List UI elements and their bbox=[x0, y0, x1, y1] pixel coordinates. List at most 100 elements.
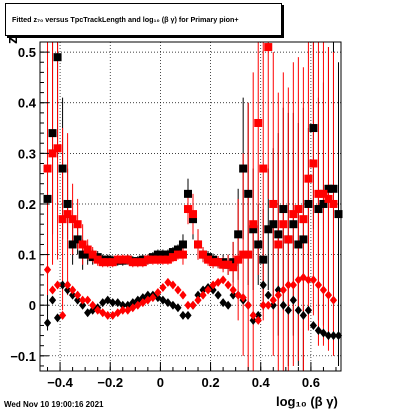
data-point-diamond bbox=[304, 275, 312, 285]
data-point-diamond bbox=[104, 310, 112, 320]
data-point-diamond bbox=[109, 310, 117, 320]
data-point-square bbox=[304, 199, 313, 208]
data-point-square bbox=[138, 258, 147, 267]
data-point-diamond bbox=[179, 310, 187, 320]
data-point-diamond bbox=[309, 275, 318, 285]
data-point-diamond bbox=[214, 290, 222, 300]
data-point-square bbox=[108, 258, 117, 267]
data-point-diamond bbox=[209, 285, 217, 295]
data-point-square bbox=[314, 189, 323, 198]
data-point-diamond bbox=[189, 300, 197, 310]
data-point-diamond bbox=[249, 315, 257, 325]
data-point-diamond bbox=[279, 285, 287, 295]
data-point-diamond bbox=[284, 280, 292, 290]
data-point-diamond bbox=[324, 331, 333, 341]
x-tick-label: 0.4 bbox=[252, 375, 271, 390]
data-point-square bbox=[229, 258, 238, 267]
data-point-square bbox=[239, 164, 248, 173]
data-point-diamond bbox=[58, 280, 67, 290]
data-point-diamond bbox=[329, 295, 338, 305]
data-point-square bbox=[133, 258, 142, 267]
data-point-diamond bbox=[269, 295, 277, 305]
data-point-square bbox=[234, 230, 243, 239]
data-point-square bbox=[163, 250, 172, 259]
data-point-square bbox=[58, 215, 67, 224]
data-point-square bbox=[199, 250, 208, 259]
data-point-square bbox=[264, 225, 273, 234]
data-point-square bbox=[183, 189, 192, 198]
data-point-square bbox=[299, 235, 308, 244]
data-point-diamond bbox=[254, 310, 262, 320]
data-point-diamond bbox=[299, 310, 307, 320]
data-point-diamond bbox=[84, 295, 92, 305]
y-tick-label: 0.5 bbox=[18, 45, 36, 60]
data-point-diamond bbox=[229, 285, 237, 295]
data-point-diamond bbox=[244, 300, 252, 310]
footer-timestamp: Wed Nov 10 19:00:16 2021 bbox=[4, 400, 104, 409]
data-point-square bbox=[158, 255, 167, 264]
data-point-square bbox=[168, 253, 177, 262]
axis-ticks: −0.4 −0.2 0 0.2 0.4 0.6 −0.1 0 0.1 0.2 0.3 0.4 0.5 bbox=[10, 45, 337, 390]
data-point-square bbox=[309, 159, 318, 168]
data-point-square bbox=[224, 260, 233, 269]
data-point-diamond bbox=[194, 290, 202, 300]
data-point-diamond bbox=[63, 280, 72, 290]
data-point-square bbox=[48, 129, 57, 138]
x-tick-label: −0.4 bbox=[47, 375, 73, 390]
data-point-square bbox=[158, 250, 167, 259]
data-point-square bbox=[143, 255, 152, 264]
data-point-diamond bbox=[79, 300, 87, 310]
data-point-square bbox=[259, 255, 268, 264]
data-point-square bbox=[189, 210, 198, 219]
data-point-square bbox=[63, 199, 72, 208]
data-point-diamond bbox=[314, 326, 323, 336]
data-point-diamond bbox=[184, 300, 192, 310]
data-point-diamond bbox=[259, 280, 267, 290]
chart-title: Fitted z₇₀ versus TpcTrackLength and log… bbox=[5, 3, 282, 36]
data-point-square bbox=[254, 118, 263, 127]
data-point-square bbox=[113, 255, 122, 264]
data-point-diamond bbox=[154, 288, 162, 298]
data-point-square bbox=[244, 189, 253, 198]
chart-title-text: Fitted z₇₀ versus TpcTrackLength and log… bbox=[12, 15, 239, 24]
data-point-square bbox=[254, 240, 263, 249]
data-point-diamond bbox=[179, 290, 187, 300]
data-point-square bbox=[294, 240, 303, 249]
y-axis-label: z bbox=[4, 36, 21, 45]
data-point-square bbox=[153, 255, 162, 264]
data-point-diamond bbox=[69, 285, 77, 295]
data-point-square bbox=[53, 144, 62, 153]
x-axis-label: log₁₀ (β γ) bbox=[276, 394, 338, 409]
data-point-square bbox=[249, 225, 258, 234]
data-point-diamond bbox=[289, 295, 297, 305]
y-tick-label: 0.2 bbox=[18, 197, 36, 212]
data-point-square bbox=[269, 220, 278, 229]
data-point-diamond bbox=[219, 275, 227, 285]
data-point-diamond bbox=[43, 318, 52, 328]
data-markers bbox=[43, 43, 343, 341]
y-tick-label: 0.4 bbox=[18, 96, 37, 111]
data-point-diamond bbox=[174, 303, 182, 313]
data-point-diamond bbox=[304, 305, 312, 315]
y-tick-label: 0 bbox=[29, 298, 36, 313]
data-point-square bbox=[304, 174, 313, 183]
data-point-diamond bbox=[199, 290, 207, 300]
data-point-square bbox=[329, 184, 338, 193]
data-point-diamond bbox=[79, 295, 87, 305]
data-point-square bbox=[234, 255, 243, 264]
data-point-square bbox=[289, 220, 298, 229]
y-tick-label: −0.1 bbox=[10, 349, 36, 364]
data-point-diamond bbox=[269, 300, 277, 310]
data-point-diamond bbox=[119, 305, 127, 315]
data-point-diamond bbox=[264, 300, 272, 310]
data-point-square bbox=[183, 205, 192, 214]
data-point-diamond bbox=[259, 300, 267, 310]
data-point-square bbox=[78, 240, 87, 249]
data-point-diamond bbox=[274, 285, 282, 295]
data-point-square bbox=[83, 245, 92, 254]
data-point-diamond bbox=[69, 290, 77, 300]
data-point-diamond bbox=[224, 280, 232, 290]
data-point-square bbox=[123, 255, 132, 264]
data-point-diamond bbox=[58, 310, 67, 320]
y-tick-label: 0.1 bbox=[18, 248, 36, 263]
